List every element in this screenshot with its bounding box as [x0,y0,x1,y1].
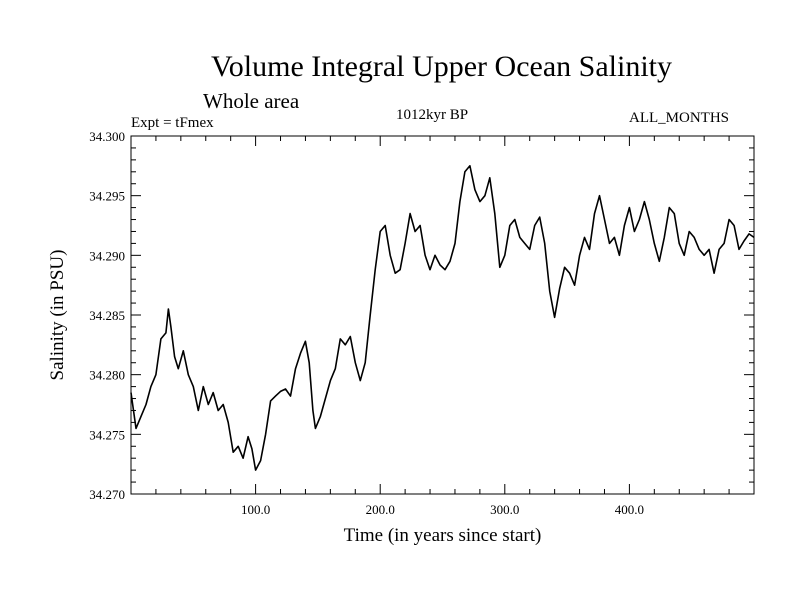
axis-tick-labels: 100.0 200.0 300.0 400.0 34.270 34.275 34.280 34… [89,129,644,517]
x-tick-label: 300.0 [490,502,519,517]
x-axis-title: Time (in years since start) [344,525,542,546]
months-label: ALL_MONTHS [629,110,729,126]
plot-frame [130,135,755,495]
y-axis-title: Salinity (in PSU) [47,250,68,381]
y-tick-label: 34.280 [89,368,125,383]
x-tick-label: 100.0 [241,502,270,517]
x-tick-label: 400.0 [615,502,644,517]
experiment-label: Expt = tFmex [131,115,214,131]
period-label: 1012kyr BP [396,107,469,123]
y-tick-label: 34.275 [89,427,125,442]
x-tick-label: 200.0 [366,502,395,517]
y-tick-label: 34.270 [89,487,125,502]
y-tick-label: 34.295 [89,189,125,204]
chart-title: Volume Integral Upper Ocean Salinity [211,50,672,83]
y-tick-label: 34.290 [89,248,125,263]
salinity-series-line [130,165,755,471]
axis-ticks [130,135,755,495]
y-tick-label: 34.300 [89,129,125,144]
y-tick-label: 34.285 [89,308,125,323]
chart-subtitle: Whole area [203,89,300,113]
